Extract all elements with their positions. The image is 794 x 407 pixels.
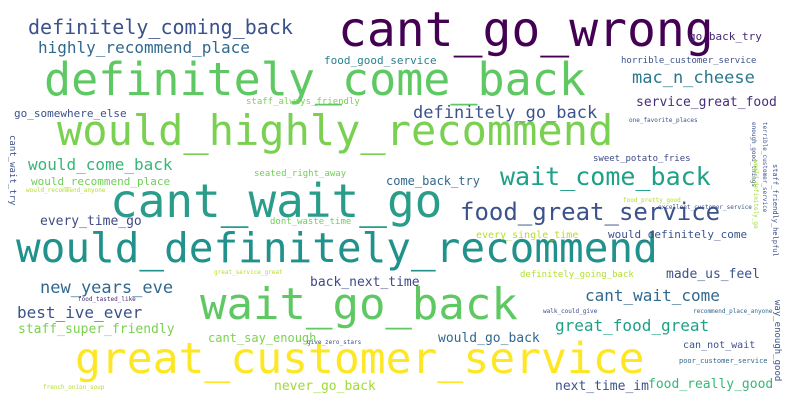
word: food_pretty_good xyxy=(623,197,681,204)
word: wait_go_back xyxy=(200,279,518,330)
word: horrible_customer_service xyxy=(621,56,757,66)
word: come_back_try xyxy=(386,174,480,188)
word: food_good_service xyxy=(324,54,437,67)
word: cant_wait_go xyxy=(110,174,443,228)
word: staff_super_friendly xyxy=(18,322,175,337)
word: dont_waste_time xyxy=(270,217,352,227)
word: next_time_im xyxy=(555,379,649,394)
word: made_us_feel xyxy=(666,267,760,282)
word: definitely_come_back xyxy=(44,53,586,106)
word: french_onion_soup xyxy=(43,384,105,391)
word: never_go_back xyxy=(274,379,376,394)
word: would_recommend_anyone xyxy=(26,187,106,194)
word: would_highly_recommend xyxy=(57,106,614,155)
word: go_back_try xyxy=(689,30,762,43)
word: go_somewhere_else xyxy=(14,107,127,120)
word: cant_wait_come xyxy=(585,286,720,305)
word: would_go_back xyxy=(438,331,540,346)
word: definitely_going_back xyxy=(520,270,634,280)
word: best_ive_ever xyxy=(17,303,143,322)
word: wait_come_back xyxy=(500,162,711,191)
word: food_great_service xyxy=(460,198,721,226)
word: cant_say_enough xyxy=(208,331,317,345)
word: poor_customer_service xyxy=(679,357,768,365)
word: staff_friendly_helpful xyxy=(771,164,779,257)
word: would_definitely_come xyxy=(608,228,748,241)
word: cant_wait_try xyxy=(7,135,17,206)
word: enough_good_things xyxy=(750,122,757,188)
word: back_next_time xyxy=(310,275,420,290)
word: great_service_great xyxy=(214,269,283,276)
word: cant_go_wrong xyxy=(338,2,714,58)
word: one_favorite_places xyxy=(629,117,698,124)
word: seated_right_away xyxy=(254,169,347,179)
word: recommend_place_anyone xyxy=(693,308,773,315)
word: would_come_back xyxy=(28,155,173,174)
word: can_not_wait xyxy=(683,340,756,351)
word: every_single_time xyxy=(476,230,579,241)
word: give_zero_stars xyxy=(307,339,362,346)
word: definitely_coming_back xyxy=(28,15,293,39)
word: would_definitely_go xyxy=(752,160,759,229)
word: new_years_eve xyxy=(40,278,174,298)
word: sweet_potato_fries xyxy=(593,154,691,164)
word: walk_could_give xyxy=(543,308,598,315)
word: great_customer_service xyxy=(75,334,645,384)
word: food_tasted_like xyxy=(78,296,136,303)
word: way_enough_good xyxy=(772,300,782,382)
word: food_really_good xyxy=(648,377,774,392)
word: terrible_customer_service xyxy=(761,122,768,213)
word: would_recommend_place xyxy=(31,175,171,188)
word: definitely_go_back xyxy=(413,103,598,123)
word: would_definitely_recommend xyxy=(16,224,658,272)
word: staff_always_friendly xyxy=(246,97,360,107)
word: mac_n_cheese xyxy=(632,68,755,88)
word: great_food_great xyxy=(555,316,710,335)
word: highly_recommend_place xyxy=(38,38,250,57)
word: excellent_customer_service xyxy=(658,204,752,211)
word: every_time_go xyxy=(40,214,142,229)
word: service_great_food xyxy=(636,95,777,110)
